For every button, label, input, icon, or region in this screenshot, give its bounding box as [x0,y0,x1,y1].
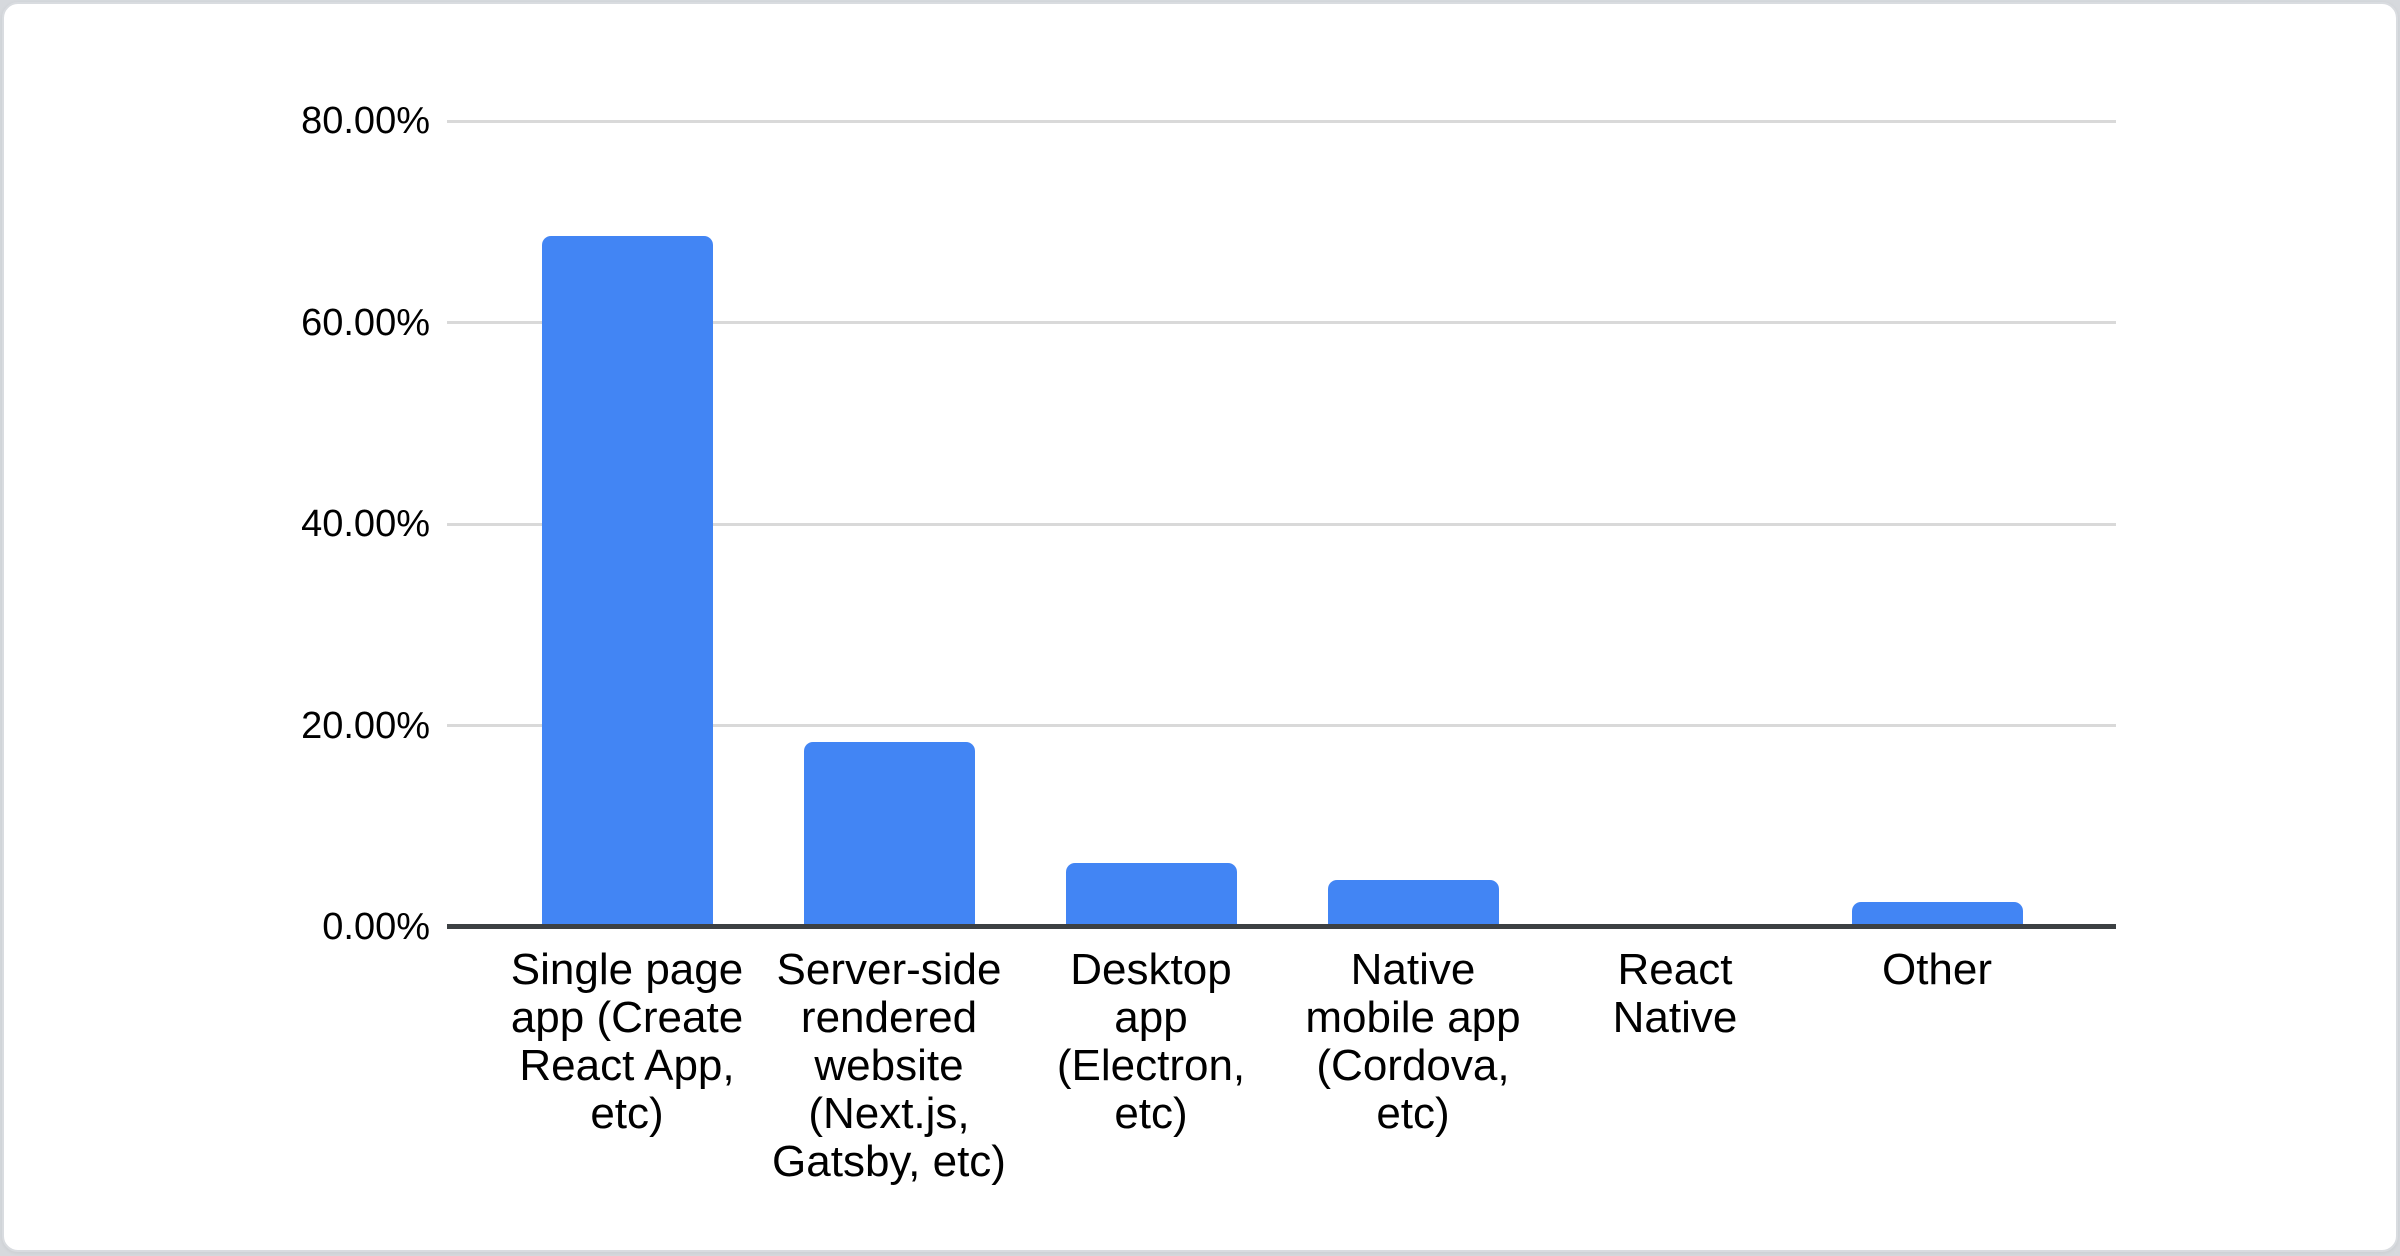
x-axis-label-other: Other [1881,945,1993,994]
bar-server-side-rendered-website [803,742,975,927]
y-tick-label-20: 20.00% [301,704,430,747]
bar-desktop-app-electron-etc [1065,863,1237,927]
bar-native-mobile-app-cordova [1327,880,1499,927]
y-tick-label-80: 80.00% [301,100,430,142]
y-tick-label-60: 60.00% [301,301,430,344]
bar-single-page-app-create [541,236,713,927]
gridline-80 [447,119,2116,123]
y-tick-label-40: 40.00% [301,503,430,545]
bar-chart: 0.00% 20.00% 40.00% 60.00% 80.00% Single pag… [4,4,2396,1250]
gridline-20 [447,724,2116,727]
x-axis-label-desktop-app-electron-etc: Desktop app (Electron, etc) [1056,945,1246,1138]
bar-other [1851,902,2023,927]
gridline-40 [447,522,2116,526]
x-axis-label-react-native: React Native [1612,945,1738,1042]
y-tick-label-0: 0.00% [322,906,430,948]
gridline-60 [447,321,2116,324]
x-axis-line [447,924,2116,929]
x-axis-label-server-side-rendered-website: Server-side rendered website (Next.js, G… [772,945,1006,1186]
x-axis-label-native-mobile-app-cordova: Native mobile app (Cordova, etc) [1305,945,1521,1138]
x-axis-label-single-page-app-create: Single page app (Create React App, etc) [510,945,744,1138]
